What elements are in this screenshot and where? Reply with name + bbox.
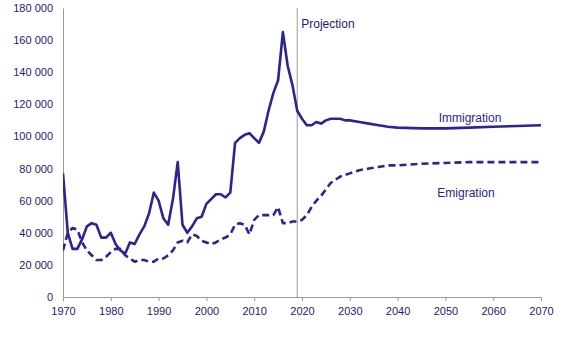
y-tick-label: 80 000 [19,163,53,175]
x-tick-mark [206,297,207,301]
x-tick: 2070 [529,297,553,317]
x-tick: 1980 [99,297,123,317]
x-tick-mark [63,297,64,301]
projection-line [297,8,298,297]
y-tick: 60 000 [19,195,63,207]
x-tick: 1990 [147,297,171,317]
chart: 1970 1980 1990 2000 2010 2020 2030 2040 2050 2060… [0,0,568,342]
y-tick: 40 000 [19,227,63,239]
x-tick-mark [541,297,542,301]
x-tick-label: 2020 [290,305,314,317]
y-tick: 80 000 [19,163,63,175]
y-tick: 120 000 [13,98,63,110]
series-label: Emigration [437,186,494,200]
x-axis: 1970 1980 1990 2000 2010 2020 2030 2040 2050 2060… [51,297,553,317]
y-tick-label: 180 000 [13,2,53,14]
x-tick: 2050 [434,297,458,317]
y-tick-label: 160 000 [13,34,53,46]
x-tick-label: 2040 [386,305,410,317]
x-tick-mark [254,297,255,301]
y-axis-line [63,9,64,298]
x-tick-mark [159,297,160,301]
x-tick: 2030 [338,297,362,317]
x-tick-mark [350,297,351,301]
y-tick-label: 60 000 [19,195,53,207]
y-tick: 160 000 [13,34,63,46]
x-tick-mark [302,297,303,301]
y-tick-label: 20 000 [19,259,53,271]
x-tick: 2020 [290,297,314,317]
plot-area [63,32,541,262]
series-line [63,162,541,262]
x-tick-label: 2060 [481,305,505,317]
y-axis: 0 20 000 40 000 60 000 80 000 100 000 120 000 1… [13,2,63,303]
x-tick-label: 2030 [338,305,362,317]
x-tick: 2040 [386,297,410,317]
y-tick-label: 40 000 [19,227,53,239]
x-axis-line [64,298,542,302]
y-tick-label: 0 [47,291,53,303]
x-tick: 2010 [242,297,266,317]
x-tick-label: 1970 [51,305,75,317]
x-tick-label: 2010 [242,305,266,317]
y-tick: 140 000 [13,66,63,78]
x-tick: 1970 [51,297,75,317]
annotation: Projection [301,17,354,31]
x-tick-label: 1990 [147,305,171,317]
y-tick-label: 100 000 [13,130,53,142]
series-label: Immigration [439,111,502,125]
x-tick-mark [111,297,112,301]
x-tick-label: 2050 [434,305,458,317]
x-tick-label: 1980 [99,305,123,317]
x-tick: 2060 [481,297,505,317]
y-tick: 100 000 [13,130,63,142]
x-tick-mark [398,297,399,301]
x-tick-mark [445,297,446,301]
x-tick: 2000 [195,297,219,317]
x-tick-mark [493,297,494,301]
x-tick-label: 2070 [529,305,553,317]
y-tick: 180 000 [13,2,63,14]
y-tick-label: 140 000 [13,66,53,78]
x-tick-label: 2000 [195,305,219,317]
y-tick: 0 [47,291,63,303]
y-tick-label: 120 000 [13,98,53,110]
y-tick: 20 000 [19,259,63,271]
